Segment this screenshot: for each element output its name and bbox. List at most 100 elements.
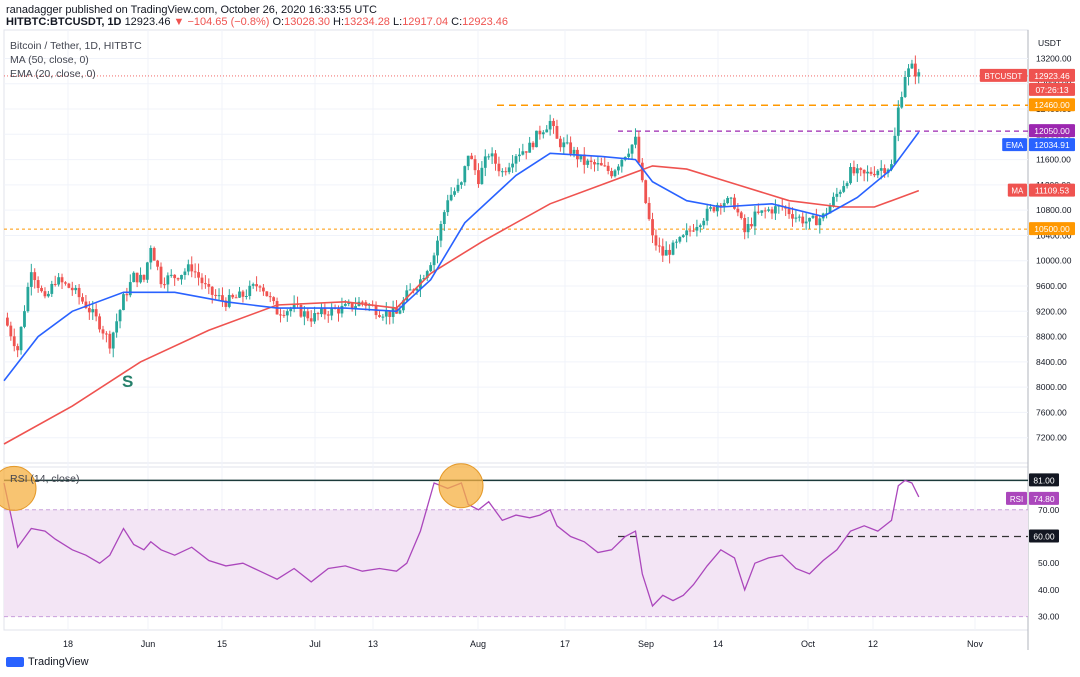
open-label: O: <box>272 16 285 28</box>
candle-body <box>808 217 811 222</box>
candle-body <box>23 311 26 327</box>
candle-body <box>657 245 661 247</box>
candle-body <box>258 286 262 288</box>
candle-body <box>197 272 200 278</box>
candle-body <box>251 284 255 286</box>
candle-body <box>917 72 921 77</box>
price-tick-label: 11600.00 <box>1036 155 1071 165</box>
candle-body <box>70 287 74 291</box>
candle-body <box>832 196 835 206</box>
candle-body <box>760 210 764 213</box>
price-tick-label: 10800.00 <box>1036 205 1072 215</box>
candle-body <box>746 224 750 233</box>
symbol-label: HITBTC:BTCUSDT, 1D <box>6 16 122 28</box>
candle-body <box>98 316 101 330</box>
candle-body <box>408 289 412 291</box>
price-tag <box>1029 82 1075 96</box>
candle-body <box>733 197 736 209</box>
rsi-tick-label: 30.00 <box>1038 612 1060 622</box>
candle-body <box>675 241 678 243</box>
candle-body <box>903 76 907 98</box>
candle-body <box>125 294 129 296</box>
candle-body <box>262 287 265 292</box>
candle-body <box>313 313 317 322</box>
candle-body <box>139 274 142 283</box>
price-tick-label: 8400.00 <box>1036 357 1067 367</box>
candle-body <box>26 286 30 312</box>
candle-body <box>859 168 863 170</box>
candle-body <box>473 159 477 171</box>
candle-body <box>842 186 846 192</box>
candle-body <box>91 309 95 313</box>
price-tag <box>1029 138 1075 152</box>
candle-body <box>180 274 183 280</box>
candle-body <box>46 293 50 297</box>
candle-body <box>135 272 139 283</box>
low-value: 12917.04 <box>402 16 449 28</box>
candle-body <box>214 294 218 296</box>
time-tick-label: Jul <box>309 639 321 649</box>
candle-body <box>521 151 525 155</box>
candle-body <box>750 224 753 227</box>
candle-body <box>692 230 695 232</box>
candle-body <box>340 305 344 314</box>
candle-body <box>893 135 897 165</box>
candle-body <box>719 204 723 207</box>
footer-brand[interactable]: TradingView <box>6 656 89 668</box>
candle-body <box>647 202 651 220</box>
rsi-line <box>3 479 920 608</box>
ema-legend[interactable]: EMA (20, close, 0) <box>10 68 96 80</box>
instrument-title: Bitcoin / Tether, 1D, HITBTC <box>10 40 142 52</box>
rsi-legend[interactable]: RSI (14, close) <box>10 473 80 485</box>
candle-body <box>664 249 668 256</box>
candle-body <box>453 191 456 195</box>
price-tag-name-text: EMA <box>1006 141 1024 150</box>
candle-body <box>572 149 576 154</box>
candle-body <box>16 346 20 351</box>
candle-body <box>565 142 569 144</box>
candle-body <box>248 285 252 297</box>
candle-body <box>64 282 67 284</box>
rsi-tag <box>1029 491 1059 505</box>
rsi-highlight-circle-1 <box>0 465 37 511</box>
candle-body <box>429 265 433 272</box>
currency-label: USDT <box>1038 38 1061 48</box>
candle-body <box>791 214 794 219</box>
candle-body <box>579 154 583 160</box>
candle-body <box>302 311 306 317</box>
candle-body <box>849 166 852 184</box>
candle-body <box>231 294 235 298</box>
candle-body <box>210 286 214 295</box>
time-tick-label: 17 <box>560 639 570 649</box>
candle-body <box>828 205 832 214</box>
candle-body <box>883 168 887 174</box>
time-tick-label: Aug <box>470 639 486 649</box>
candle-body <box>422 278 426 280</box>
candle-body <box>620 159 624 167</box>
price-tick-label: 7200.00 <box>1036 433 1067 443</box>
rsi-tag-name <box>1006 491 1027 505</box>
candle-body <box>613 170 617 177</box>
price-tag <box>1029 222 1075 236</box>
candle-body <box>640 162 644 181</box>
candle-body <box>913 63 917 77</box>
candle-body <box>176 278 180 280</box>
ma-legend[interactable]: MA (50, close, 0) <box>10 54 89 66</box>
candle-body <box>449 194 453 201</box>
candle-body <box>29 272 33 287</box>
candle-body <box>415 288 419 291</box>
candle-body <box>101 329 105 334</box>
candle-body <box>477 170 480 185</box>
candle-body <box>541 132 545 135</box>
time-tick-label: 18 <box>63 639 73 649</box>
candle-body <box>558 138 562 148</box>
candle-body <box>255 284 258 287</box>
price-tick-label: 8800.00 <box>1036 332 1067 342</box>
candle-body <box>316 313 320 315</box>
candle-body <box>511 163 514 168</box>
time-tick-label: 12 <box>868 639 878 649</box>
open-value: 13028.30 <box>284 16 330 28</box>
candle-body <box>108 333 112 349</box>
candle-body <box>855 168 859 174</box>
